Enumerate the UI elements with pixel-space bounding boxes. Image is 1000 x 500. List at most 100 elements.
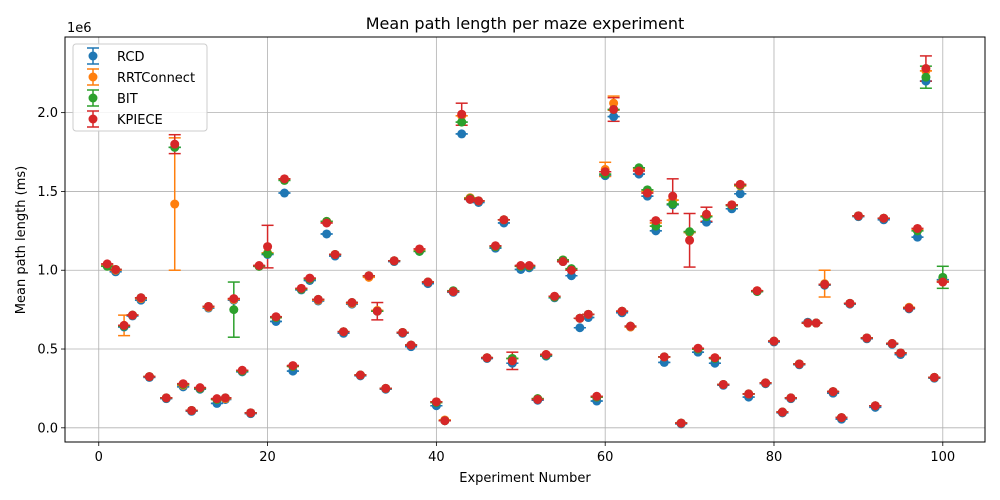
kpiece-point [305, 273, 315, 283]
kpiece-point [448, 287, 458, 297]
kpiece-point [761, 378, 771, 388]
kpiece-point [170, 139, 180, 149]
kpiece-point [296, 283, 306, 293]
kpiece-point [533, 394, 543, 404]
kpiece-point [558, 257, 568, 267]
bit-point [921, 72, 931, 82]
kpiece-point [752, 286, 762, 296]
kpiece-point [879, 213, 889, 223]
kpiece-point [837, 413, 847, 423]
kpiece-point [524, 261, 534, 271]
kpiece-point [777, 407, 787, 417]
kpiece-point [414, 244, 424, 254]
bit-point [457, 117, 467, 127]
kpiece-point [482, 353, 492, 363]
y-tick-label: 1.0 [37, 264, 58, 279]
y-axis-label: Mean path length (ms) [14, 166, 29, 314]
bit-point [685, 227, 695, 237]
kpiece-point [136, 293, 146, 303]
kpiece-point [727, 200, 737, 210]
kpiece-point [735, 179, 745, 189]
rrtconnect-point [170, 199, 180, 209]
kpiece-point [381, 383, 391, 393]
kpiece-point [912, 223, 922, 233]
rcd-point [912, 232, 922, 242]
kpiece-point [769, 336, 779, 346]
rrtconnect-point [609, 98, 619, 108]
kpiece-point [575, 313, 585, 323]
legend-marker-rrtconnect [88, 72, 98, 82]
kpiece-point [203, 301, 213, 311]
kpiece-point [583, 309, 593, 319]
kpiece-point [685, 235, 695, 245]
kpiece-point [507, 356, 517, 366]
kpiece-point [651, 216, 661, 226]
bit-point [668, 199, 678, 209]
kpiece-point [541, 350, 551, 360]
kpiece-point [668, 191, 678, 201]
kpiece-point [744, 389, 754, 399]
kpiece-point [440, 416, 450, 426]
axis-ticks: 0 20 40 60 80 100 0.0 0.5 1.0 1.5 2.0 [37, 106, 955, 465]
kpiece-point [322, 218, 332, 228]
kpiece-point [870, 401, 880, 411]
kpiece-point [347, 298, 357, 308]
rcd-point [735, 189, 745, 199]
kpiece-point [237, 365, 247, 375]
legend-entry-bit: BIT [87, 89, 138, 107]
kpiece-point [642, 188, 652, 198]
kpiece-point [128, 310, 138, 320]
kpiece-point [457, 109, 467, 119]
rcd-point [279, 188, 289, 198]
bit-point [263, 249, 273, 259]
legend-label-rcd: RCD [117, 50, 144, 65]
kpiece-point [938, 277, 948, 287]
kpiece-point [220, 393, 230, 403]
kpiece-point [626, 321, 636, 331]
kpiece-point [144, 372, 154, 382]
legend-label-rrtconnect: RRTConnect [117, 71, 195, 86]
kpiece-point [398, 327, 408, 337]
kpiece-point [389, 256, 399, 266]
legend-marker-bit [88, 93, 98, 103]
kpiece-point [600, 167, 610, 177]
kpiece-point [355, 370, 365, 380]
bit-point [229, 305, 239, 315]
kpiece-point [617, 306, 627, 316]
y-tick-label: 2.0 [37, 106, 58, 121]
kpiece-point [887, 339, 897, 349]
y-offset-label: 1e6 [67, 21, 92, 36]
kpiece-point [474, 196, 484, 206]
kpiece-point [896, 348, 906, 358]
x-tick-label: 0 [95, 450, 103, 465]
kpiece-point [904, 303, 914, 313]
kpiece-point [313, 294, 323, 304]
kpiece-point [862, 333, 872, 343]
plot-frame [64, 36, 986, 443]
kpiece-point [566, 265, 576, 275]
kpiece-point [693, 343, 703, 353]
kpiece-point [803, 318, 813, 328]
kpiece-point [811, 318, 821, 328]
kpiece-point [246, 408, 256, 418]
kpiece-point [372, 306, 382, 316]
kpiece-point [279, 174, 289, 184]
kpiece-point [786, 393, 796, 403]
legend-label-bit: BIT [117, 92, 138, 107]
kpiece-point [828, 387, 838, 397]
x-tick-label: 60 [597, 450, 614, 465]
legend-entry-kpiece: KPIECE [87, 110, 163, 128]
kpiece-point [178, 379, 188, 389]
kpiece-point [339, 327, 349, 337]
kpiece-point [271, 312, 281, 322]
kpiece-point [499, 215, 509, 225]
grid-lines [65, 37, 985, 442]
x-tick-label: 20 [259, 450, 276, 465]
kpiece-point [794, 359, 804, 369]
kpiece-point [102, 259, 112, 269]
kpiece-point [853, 211, 863, 221]
kpiece-point [263, 242, 273, 252]
kpiece-point [609, 104, 619, 114]
kpiece-point [820, 279, 830, 289]
